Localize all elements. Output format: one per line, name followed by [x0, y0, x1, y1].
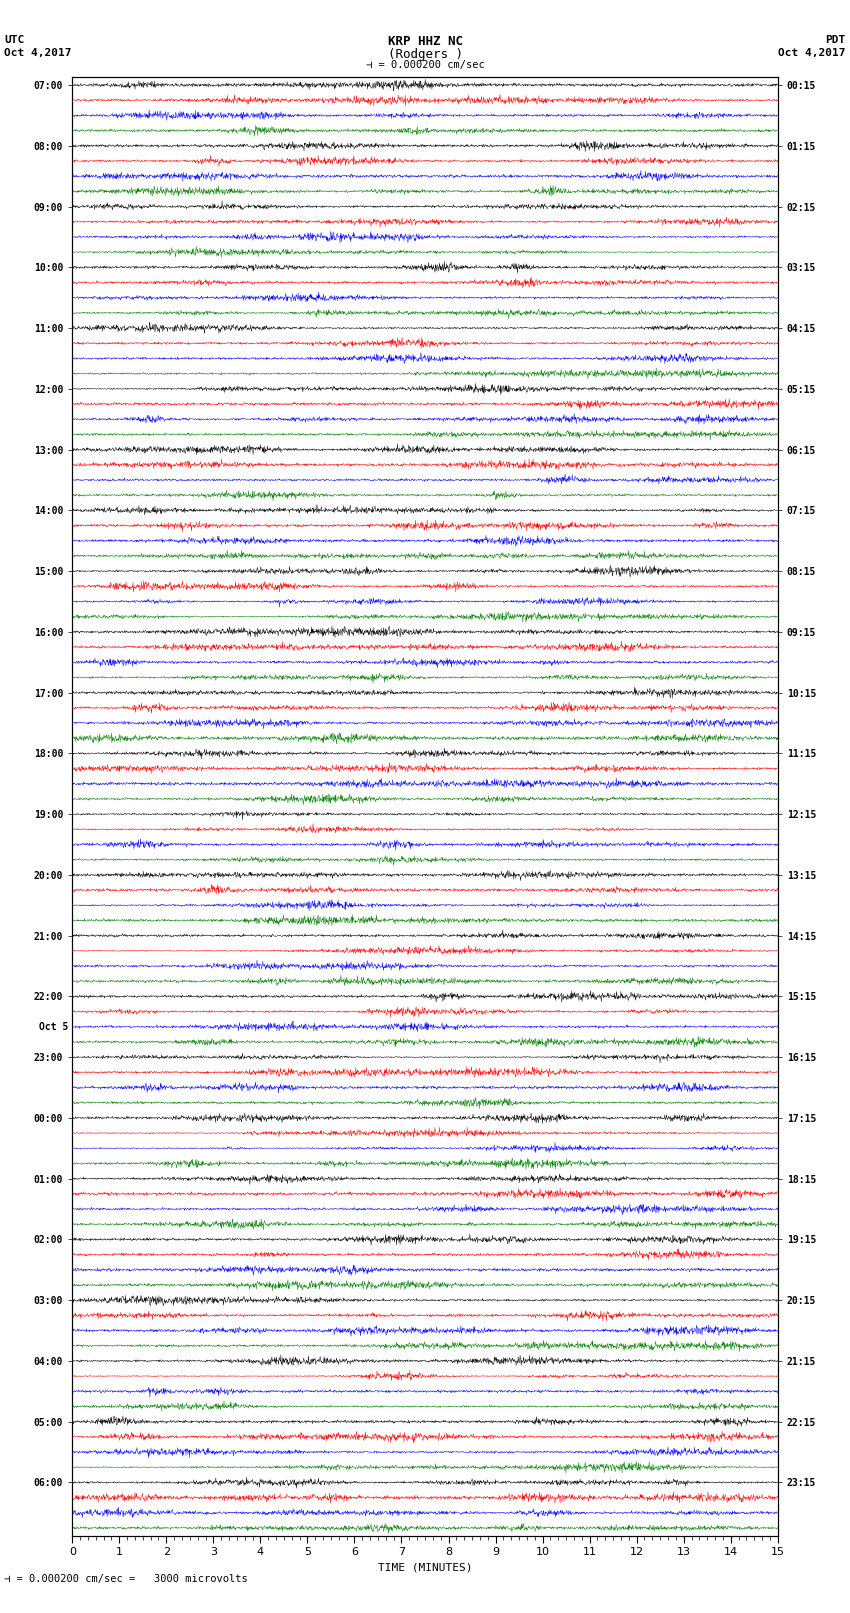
- Text: UTC: UTC: [4, 35, 25, 45]
- X-axis label: TIME (MINUTES): TIME (MINUTES): [377, 1563, 473, 1573]
- Text: ⊣ = 0.000200 cm/sec: ⊣ = 0.000200 cm/sec: [366, 60, 484, 69]
- Text: Oct 4,2017: Oct 4,2017: [779, 48, 846, 58]
- Text: PDT: PDT: [825, 35, 846, 45]
- Text: (Rodgers ): (Rodgers ): [388, 48, 462, 61]
- Text: KRP HHZ NC: KRP HHZ NC: [388, 35, 462, 48]
- Text: Oct 5: Oct 5: [39, 1021, 69, 1032]
- Text: ⊣ = 0.000200 cm/sec =   3000 microvolts: ⊣ = 0.000200 cm/sec = 3000 microvolts: [4, 1574, 248, 1584]
- Text: Oct 4,2017: Oct 4,2017: [4, 48, 71, 58]
